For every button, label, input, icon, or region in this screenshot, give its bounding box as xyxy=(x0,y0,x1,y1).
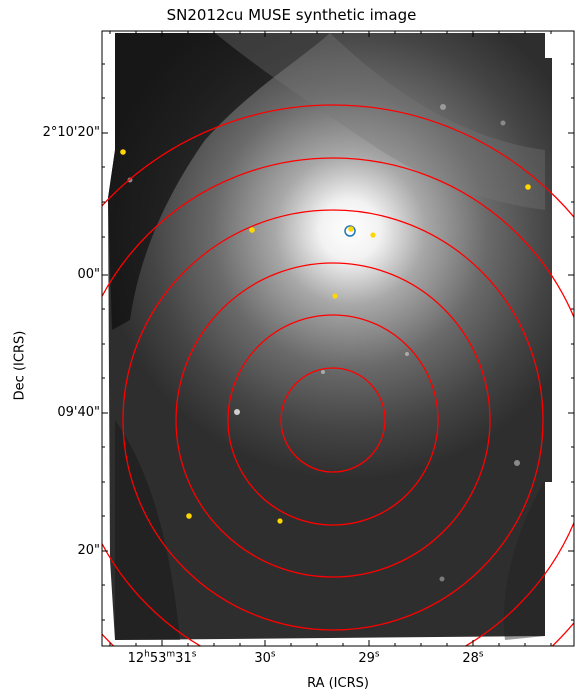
axes-frame xyxy=(101,30,575,647)
field-star xyxy=(234,409,240,415)
dec-tick-label: 2°10'20" xyxy=(42,125,100,140)
ra-tick-label: 30s xyxy=(254,649,276,666)
source-marker xyxy=(348,226,354,232)
annulus-6 xyxy=(102,104,574,646)
ra-tick-label: 28s xyxy=(462,649,484,666)
source-marker xyxy=(277,518,283,524)
x-axis-label: RA (ICRS) xyxy=(307,676,369,691)
y-axis-label: Dec (ICRS) xyxy=(12,330,28,401)
source-marker xyxy=(120,149,126,155)
source-markers xyxy=(120,149,531,524)
dec-tick-label: 00" xyxy=(77,267,100,282)
dust-lane-dark xyxy=(108,33,330,330)
outer-dust-right xyxy=(503,480,545,640)
aperture-annuli xyxy=(102,104,574,646)
annulus-4 xyxy=(122,209,544,631)
source-marker xyxy=(186,513,192,519)
field-star xyxy=(439,576,445,582)
field-star xyxy=(500,120,506,126)
annulus-5 xyxy=(102,157,574,646)
spiral-arm xyxy=(215,33,545,210)
field-star xyxy=(514,460,520,466)
source-marker xyxy=(332,293,338,299)
sn-marker xyxy=(344,225,356,237)
annulus-3 xyxy=(175,262,491,578)
source-marker xyxy=(370,232,376,238)
dec-tick-label: 20" xyxy=(77,543,100,558)
field-star xyxy=(405,352,409,356)
dec-tick-label: 09'40" xyxy=(57,405,100,420)
figure-title: SN2012cu MUSE synthetic image xyxy=(166,6,417,24)
field-star xyxy=(321,370,325,374)
tick-marks xyxy=(102,31,574,646)
outer-dust xyxy=(115,420,180,640)
ra-tick-label: 12h53m31s xyxy=(127,649,197,666)
source-marker xyxy=(525,184,531,190)
annulus-1 xyxy=(280,367,386,473)
ra-tick-label: 29s xyxy=(358,649,380,666)
field-star xyxy=(440,104,446,110)
source-marker xyxy=(249,227,255,233)
annulus-2 xyxy=(227,314,439,526)
